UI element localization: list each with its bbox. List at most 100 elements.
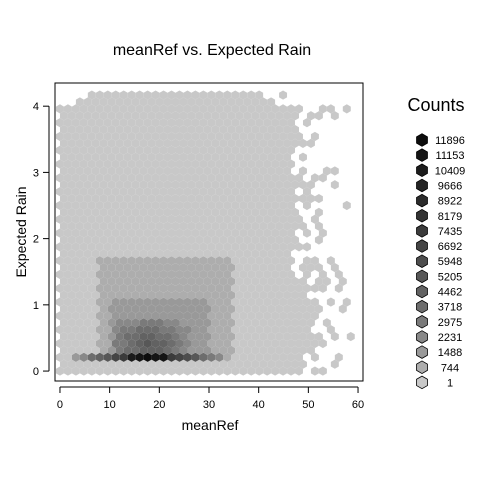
x-tick-label: 60 bbox=[352, 399, 364, 411]
hex-cell bbox=[99, 235, 108, 245]
hex-cell bbox=[151, 200, 160, 211]
hex-cell bbox=[243, 138, 252, 148]
hex-cell bbox=[163, 304, 172, 314]
hex-cell bbox=[199, 118, 208, 128]
hex-cell bbox=[195, 111, 204, 121]
hex-cell bbox=[235, 331, 244, 342]
hex-cell bbox=[179, 304, 188, 314]
hex-cell bbox=[151, 338, 160, 349]
hex-cell bbox=[283, 304, 292, 314]
hex-cell bbox=[167, 297, 176, 307]
hex-cell bbox=[191, 297, 200, 307]
hex-cell bbox=[111, 173, 120, 183]
hex-cell bbox=[183, 256, 192, 266]
hex-cell bbox=[223, 297, 232, 307]
hex-cell bbox=[143, 187, 152, 197]
hex-cell bbox=[211, 97, 220, 107]
hex-cell bbox=[302, 311, 311, 321]
hex-cell bbox=[167, 131, 176, 142]
hex-cell bbox=[255, 311, 264, 321]
hex-cell bbox=[223, 187, 232, 197]
hex-cell bbox=[151, 104, 160, 114]
hex-cell bbox=[227, 180, 236, 190]
hex-cell bbox=[83, 235, 92, 245]
hex-cell bbox=[175, 269, 184, 280]
hex-cell bbox=[103, 228, 112, 238]
hex-cell bbox=[131, 331, 140, 342]
hex-cell bbox=[239, 325, 248, 335]
hex-cell bbox=[291, 359, 299, 369]
hex-cell bbox=[295, 173, 303, 183]
hex-cell bbox=[63, 214, 72, 224]
hex-cell bbox=[143, 283, 152, 293]
hex-cell bbox=[187, 124, 196, 135]
hex-cell bbox=[131, 166, 140, 176]
hex-cell bbox=[203, 152, 212, 162]
hex-cell bbox=[235, 152, 244, 162]
hex-cell bbox=[179, 111, 188, 121]
hex-cell bbox=[139, 97, 148, 107]
hex-cell bbox=[247, 104, 256, 114]
hex-cell bbox=[123, 318, 132, 328]
hex-cell bbox=[275, 345, 284, 355]
hex-cell bbox=[199, 159, 208, 169]
hex-cell bbox=[215, 187, 224, 197]
hex-cell bbox=[67, 290, 76, 300]
hex-cell bbox=[143, 297, 152, 307]
hex-cell bbox=[111, 283, 120, 293]
hex-cell bbox=[227, 249, 236, 259]
hex-cell bbox=[107, 249, 116, 259]
legend-label: 4462 bbox=[438, 287, 462, 299]
hex-cell bbox=[183, 297, 192, 307]
hex-cell bbox=[127, 228, 136, 238]
hex-cell bbox=[171, 152, 180, 162]
hex-cell bbox=[111, 159, 120, 169]
hex-cell bbox=[191, 159, 200, 169]
hex-cell bbox=[79, 242, 88, 252]
hex-cell bbox=[267, 180, 276, 190]
hex-cell bbox=[119, 242, 128, 252]
hex-cell bbox=[279, 173, 288, 183]
hex-cell bbox=[99, 152, 108, 162]
hex-cell bbox=[263, 311, 272, 321]
hex-cell bbox=[326, 104, 335, 114]
hex-cell bbox=[243, 249, 252, 259]
legend-swatch bbox=[416, 254, 428, 268]
hex-cell bbox=[175, 366, 184, 376]
hex-cell bbox=[127, 269, 136, 280]
hex-cell bbox=[211, 290, 220, 300]
hex-cell bbox=[287, 131, 296, 142]
hex-cell bbox=[131, 138, 140, 148]
hex-cell bbox=[111, 311, 120, 321]
hex-cell bbox=[267, 345, 276, 355]
hex-cell bbox=[203, 249, 212, 259]
hex-cell bbox=[67, 207, 76, 217]
hex-cell bbox=[263, 214, 272, 224]
hex-cell bbox=[227, 221, 236, 231]
hex-cell bbox=[326, 325, 335, 335]
hex-cell bbox=[302, 118, 311, 128]
hex-cell bbox=[123, 152, 132, 162]
hex-cell bbox=[91, 345, 100, 355]
hex-cell bbox=[227, 97, 236, 107]
hex-cell bbox=[99, 290, 108, 300]
hex-cell bbox=[115, 304, 124, 314]
hex-cell bbox=[107, 166, 116, 176]
hex-cell bbox=[187, 97, 196, 107]
hex-cell bbox=[219, 262, 228, 273]
hex-cell bbox=[267, 304, 276, 314]
hex-cell bbox=[295, 311, 303, 321]
hex-cell bbox=[223, 311, 232, 321]
hex-cell bbox=[251, 138, 260, 148]
legend-swatch bbox=[416, 193, 428, 208]
hex-cell bbox=[151, 325, 160, 335]
hex-cell bbox=[187, 235, 196, 245]
hex-cell bbox=[59, 207, 68, 217]
hex-cell bbox=[199, 269, 208, 280]
hex-cell bbox=[111, 228, 120, 238]
hex-cell bbox=[207, 118, 216, 128]
hex-cell bbox=[91, 138, 100, 148]
legend-swatch bbox=[416, 224, 428, 238]
hex-cell bbox=[287, 214, 296, 224]
hex-cell bbox=[119, 228, 128, 238]
